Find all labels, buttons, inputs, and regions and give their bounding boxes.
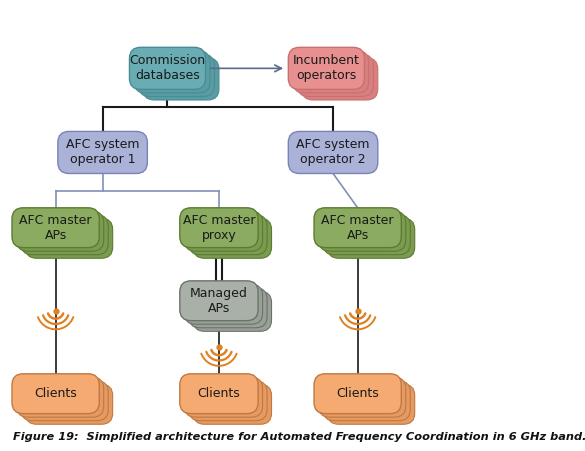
FancyBboxPatch shape: [189, 288, 267, 328]
FancyBboxPatch shape: [297, 55, 373, 97]
FancyBboxPatch shape: [189, 381, 267, 421]
FancyBboxPatch shape: [302, 58, 378, 100]
FancyBboxPatch shape: [292, 51, 369, 93]
FancyBboxPatch shape: [318, 212, 406, 251]
FancyBboxPatch shape: [180, 208, 258, 248]
FancyBboxPatch shape: [129, 47, 205, 89]
FancyBboxPatch shape: [323, 215, 410, 255]
FancyBboxPatch shape: [184, 285, 263, 324]
FancyBboxPatch shape: [193, 291, 271, 331]
Text: Clients: Clients: [198, 387, 240, 400]
FancyBboxPatch shape: [12, 374, 99, 414]
FancyBboxPatch shape: [184, 377, 263, 417]
FancyBboxPatch shape: [184, 212, 263, 251]
FancyBboxPatch shape: [58, 131, 147, 174]
FancyBboxPatch shape: [328, 218, 415, 258]
FancyBboxPatch shape: [139, 55, 215, 97]
FancyBboxPatch shape: [180, 374, 258, 414]
FancyBboxPatch shape: [323, 381, 410, 421]
FancyBboxPatch shape: [314, 208, 401, 248]
Text: AFC master
proxy: AFC master proxy: [183, 214, 255, 242]
Text: AFC system
operator 1: AFC system operator 1: [66, 138, 139, 166]
FancyBboxPatch shape: [288, 47, 364, 89]
FancyBboxPatch shape: [288, 131, 378, 174]
FancyBboxPatch shape: [25, 218, 113, 258]
FancyBboxPatch shape: [193, 384, 271, 424]
FancyBboxPatch shape: [328, 384, 415, 424]
FancyBboxPatch shape: [314, 374, 401, 414]
FancyBboxPatch shape: [21, 381, 108, 421]
FancyBboxPatch shape: [189, 215, 267, 255]
Text: AFC master
APs: AFC master APs: [321, 214, 394, 242]
FancyBboxPatch shape: [12, 208, 99, 248]
FancyBboxPatch shape: [16, 377, 104, 417]
Text: Managed
APs: Managed APs: [190, 287, 248, 315]
Text: Clients: Clients: [336, 387, 379, 400]
FancyBboxPatch shape: [143, 58, 219, 100]
FancyBboxPatch shape: [21, 215, 108, 255]
FancyBboxPatch shape: [318, 377, 406, 417]
Text: AFC master
APs: AFC master APs: [19, 214, 92, 242]
Text: Commission
databases: Commission databases: [129, 55, 205, 83]
FancyBboxPatch shape: [25, 384, 113, 424]
FancyBboxPatch shape: [180, 281, 258, 321]
FancyBboxPatch shape: [16, 212, 104, 251]
FancyBboxPatch shape: [193, 218, 271, 258]
Text: AFC system
operator 2: AFC system operator 2: [297, 138, 370, 166]
FancyBboxPatch shape: [134, 51, 210, 93]
Text: Incumbent
operators: Incumbent operators: [293, 55, 360, 83]
Text: Figure 19:  Simplified architecture for Automated Frequency Coordination in 6 GH: Figure 19: Simplified architecture for A…: [13, 433, 585, 442]
Text: Clients: Clients: [35, 387, 77, 400]
